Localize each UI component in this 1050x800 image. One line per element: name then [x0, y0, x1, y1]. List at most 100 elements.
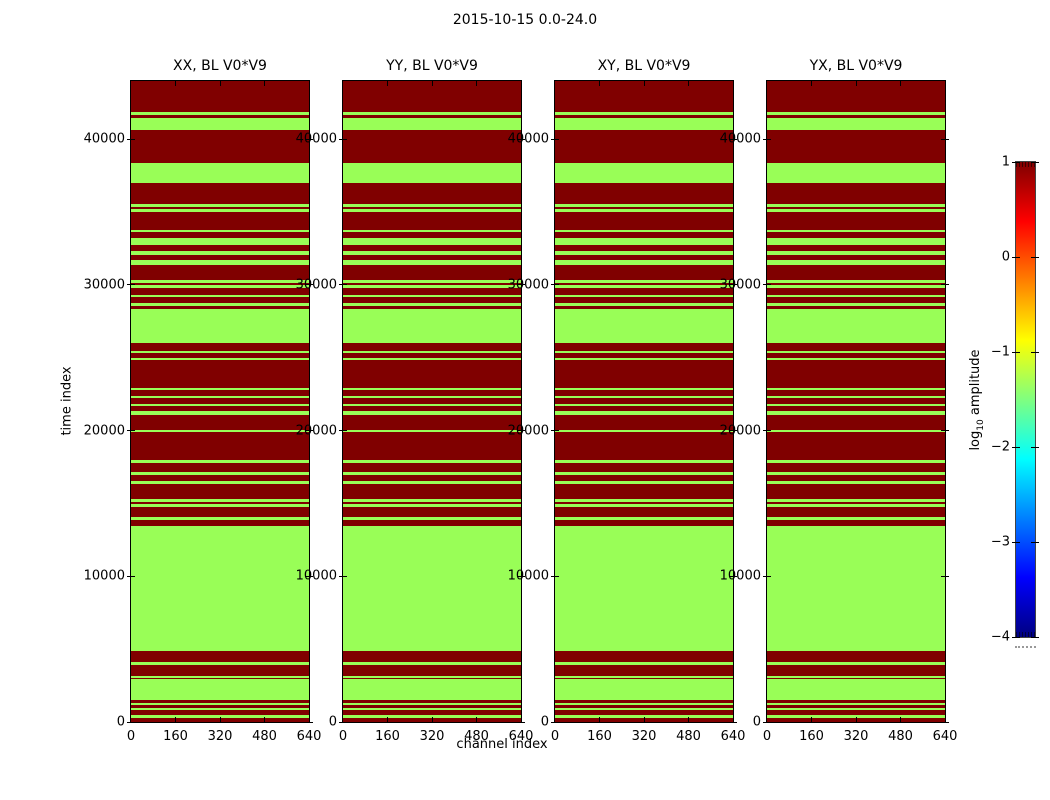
y-tick-mark [763, 721, 771, 723]
colorbar-tick-mark [1031, 636, 1039, 638]
low-amplitude-band [131, 209, 309, 212]
x-tick-label: 640 [932, 729, 958, 744]
low-amplitude-band [555, 395, 733, 399]
y-tick-mark [551, 284, 559, 286]
low-amplitude-band [767, 675, 945, 679]
y-tick-label: 10000 [295, 568, 337, 584]
low-amplitude-band [131, 714, 309, 718]
low-amplitude-band [767, 499, 945, 502]
low-amplitude-band [343, 429, 521, 432]
low-amplitude-band [767, 526, 945, 652]
low-amplitude-band [131, 404, 309, 407]
low-amplitude-band [343, 350, 521, 353]
x-tick-label: 480 [888, 729, 913, 744]
colorbar-tick-mark [1031, 541, 1039, 543]
x-tick-label: 320 [419, 729, 445, 744]
low-amplitude-band [131, 504, 309, 507]
x-tick-mark [431, 717, 433, 722]
x-tick-mark [387, 717, 388, 722]
y-tick-label: 0 [116, 714, 125, 730]
y-tick-mark [763, 138, 771, 140]
low-amplitude-band [343, 703, 521, 706]
y-tick-label: 20000 [295, 423, 337, 439]
x-tick-mark [900, 717, 901, 722]
low-amplitude-band [343, 280, 521, 283]
low-amplitude-band [131, 662, 309, 665]
low-amplitude-band [131, 309, 309, 344]
low-amplitude-band [131, 259, 309, 265]
low-amplitude-band [555, 358, 733, 361]
low-amplitude-band [767, 472, 945, 475]
y-tick-label: 0 [752, 714, 761, 730]
low-amplitude-band [767, 358, 945, 361]
low-amplitude-band [555, 117, 733, 131]
x-tick-label: 480 [676, 729, 701, 744]
colorbar-tick-label: −3 [990, 534, 1010, 550]
low-amplitude-band [555, 284, 733, 289]
low-amplitude-band [767, 429, 945, 432]
low-amplitude-band [343, 472, 521, 475]
colorbar-tick-mark [1031, 351, 1039, 353]
y-tick-label: 10000 [719, 568, 761, 584]
x-tick-mark [811, 717, 812, 722]
low-amplitude-band [343, 395, 521, 399]
y-tick-mark [763, 284, 771, 286]
low-amplitude-band [343, 388, 521, 391]
low-amplitude-band [343, 481, 521, 484]
y-tick-mark [339, 284, 347, 286]
y-tick-mark [305, 138, 313, 140]
y-tick-mark [763, 430, 771, 432]
low-amplitude-band [131, 703, 309, 706]
low-amplitude-band [131, 284, 309, 289]
y-tick-mark [551, 138, 559, 140]
low-amplitude-band [767, 516, 945, 520]
low-amplitude-band [343, 251, 521, 255]
low-amplitude-band [131, 526, 309, 652]
low-amplitude-band [767, 280, 945, 283]
low-amplitude-band [767, 251, 945, 255]
low-amplitude-band [131, 472, 309, 475]
low-amplitude-band [767, 259, 945, 265]
heatmap-panel-yy: YY, BL V0*V9 0 10000 20000 30000 40000 0 160 320… [296, 58, 534, 743]
low-amplitude-band [767, 459, 945, 463]
low-amplitude-band [131, 204, 309, 207]
low-amplitude-band [767, 714, 945, 718]
x-tick-label: 320 [207, 729, 233, 744]
low-amplitude-band [767, 395, 945, 399]
low-amplitude-band [767, 229, 945, 233]
low-amplitude-band [343, 204, 521, 207]
x-tick-mark [431, 81, 433, 86]
low-amplitude-band [343, 163, 521, 184]
y-tick-mark [517, 138, 525, 140]
low-amplitude-band [343, 309, 521, 344]
x-tick-label: 480 [252, 729, 277, 744]
x-tick-mark [811, 81, 812, 86]
y-tick-mark [729, 430, 737, 432]
colorbar-tick-mark [1012, 636, 1020, 638]
low-amplitude-band [555, 708, 733, 710]
x-tick-label: 640 [508, 729, 534, 744]
low-amplitude-band [131, 251, 309, 255]
low-amplitude-band [555, 481, 733, 484]
x-tick-mark [599, 717, 600, 722]
y-tick-label: 20000 [719, 423, 761, 439]
low-amplitude-band [555, 679, 733, 701]
low-amplitude-band [343, 679, 521, 701]
low-amplitude-band [343, 229, 521, 233]
low-amplitude-band [131, 516, 309, 520]
colorbar-tick-mark [1012, 541, 1020, 543]
x-tick-mark [643, 717, 645, 722]
low-amplitude-band [131, 280, 309, 283]
low-amplitude-band [767, 238, 945, 245]
y-tick-mark [127, 284, 135, 286]
low-amplitude-band [555, 662, 733, 665]
low-amplitude-band [343, 714, 521, 718]
low-amplitude-band [131, 411, 309, 415]
low-amplitude-band [343, 303, 521, 306]
y-tick-mark [517, 575, 525, 577]
panel-title-xy: XY, BL V0*V9 [597, 58, 691, 74]
y-tick-mark [305, 284, 313, 286]
y-tick-mark [551, 721, 559, 723]
y-tick-label: 20000 [83, 423, 125, 439]
colorbar-tick-label: 1 [1001, 154, 1010, 170]
